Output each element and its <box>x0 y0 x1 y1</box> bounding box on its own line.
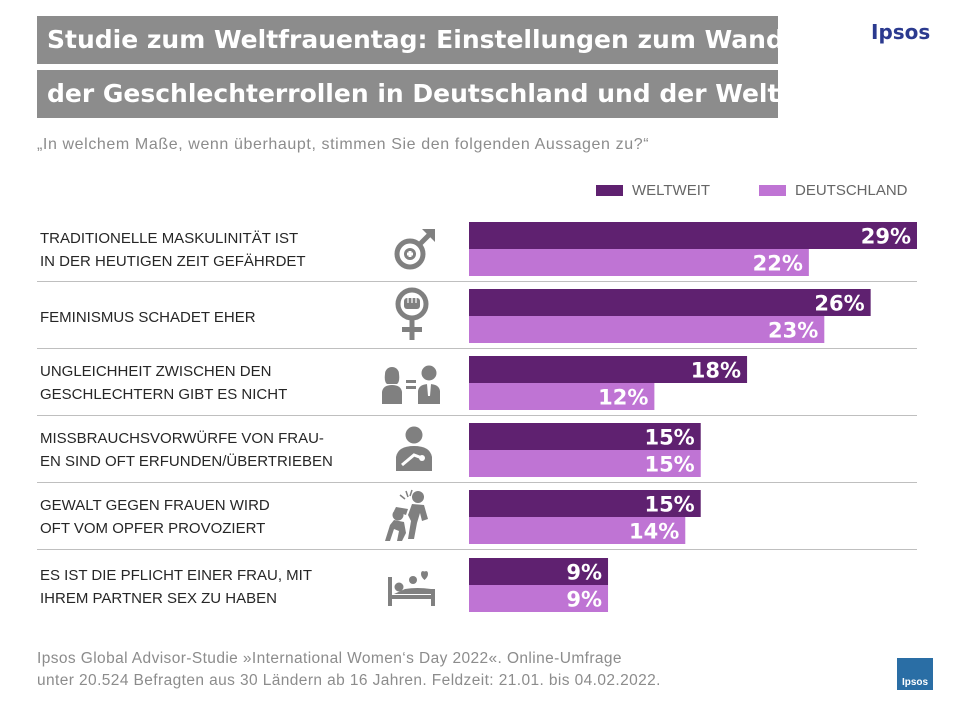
category-label-line: MISSBRAUCHSVORWÜRFE VON FRAU- <box>40 430 324 447</box>
row-divider <box>37 348 917 349</box>
data-label-weltweit-2: 26% <box>814 292 864 316</box>
category-label-line: EN SIND OFT ERFUNDEN/ÜBERTRIEBEN <box>40 453 333 470</box>
bar-weltweit-1 <box>469 222 917 249</box>
legend-label-weltweit: WELTWEIT <box>632 181 711 199</box>
survey-question: „In welchem Maße, wenn überhaupt, stimme… <box>37 136 650 153</box>
male-symbol-icon <box>394 229 435 270</box>
category-label-line: FEMINISMUS SCHADET EHER <box>40 309 256 326</box>
category-label-violence: GEWALT GEGEN FRAUEN WIRD OFT VOM OPFER P… <box>40 494 270 540</box>
legend-item-deutschland: DEUTSCHLAND <box>759 180 908 200</box>
data-label-deutschland-4: 15% <box>644 453 694 477</box>
bar-weltweit-2 <box>469 289 871 316</box>
footer-line: Ipsos Global Advisor-Studie »Internation… <box>37 650 622 667</box>
row-divider <box>37 415 917 416</box>
data-label-weltweit-1: 29% <box>861 225 911 249</box>
data-label-deutschland-1: 22% <box>753 252 803 276</box>
category-label-line: GEWALT GEGEN FRAUEN WIRD <box>40 497 270 514</box>
category-label-sex-duty: ES IST DIE PFLICHT EINER FRAU, MIT IHREM… <box>40 564 312 610</box>
data-label-weltweit-3: 18% <box>691 359 741 383</box>
category-label-abuse-allegations: MISSBRAUCHSVORWÜRFE VON FRAU- EN SIND OF… <box>40 427 333 473</box>
bar-deutschland-4 <box>469 450 701 477</box>
ipsos-brand-text: Ipsos <box>871 20 931 44</box>
bar-weltweit-3 <box>469 356 748 383</box>
row-divider <box>37 281 917 282</box>
ipsos-logo-text: Ipsos <box>901 677 929 688</box>
data-label-weltweit-6: 9% <box>566 561 602 585</box>
bar-deutschland-5 <box>469 517 686 544</box>
data-label-weltweit-4: 15% <box>644 426 694 450</box>
data-label-deutschland-3: 12% <box>598 386 648 410</box>
title-line-2: der Geschlechterrollen in Deutschland un… <box>37 70 779 118</box>
gender-equality-icon <box>382 365 440 404</box>
bar-deutschland-1 <box>469 249 809 276</box>
bar-weltweit-6 <box>469 558 609 585</box>
harassment-icon <box>396 426 432 471</box>
title-line-1: Studie zum Weltfrauentag: Einstellungen … <box>37 16 809 64</box>
legend-swatch-weltweit <box>596 184 623 196</box>
data-label-deutschland-5: 14% <box>629 520 679 544</box>
legend-item-weltweit: WELTWEIT <box>596 180 710 200</box>
violence-icon <box>385 489 428 541</box>
category-label-line: ES IST DIE PFLICHT EINER FRAU, MIT <box>40 567 312 584</box>
row-divider <box>37 549 917 550</box>
category-label-inequality: UNGLEICHHEIT ZWISCHEN DEN GESCHLECHTERN … <box>40 360 287 406</box>
bar-weltweit-4 <box>469 423 701 450</box>
category-label-feminism: FEMINISMUS SCHADET EHER <box>40 306 256 329</box>
category-label-line: UNGLEICHHEIT ZWISCHEN DEN <box>40 363 272 380</box>
legend-swatch-deutschland <box>759 184 786 196</box>
data-label-deutschland-6: 9% <box>566 588 602 612</box>
bar-deutschland-2 <box>469 316 825 343</box>
ipsos-logo: Ipsos <box>897 658 933 690</box>
data-label-weltweit-5: 15% <box>644 493 694 517</box>
category-label-line: OFT VOM OPFER PROVOZIERT <box>40 520 266 537</box>
bar-deutschland-3 <box>469 383 655 410</box>
footer-source-note: Ipsos Global Advisor-Studie »Internation… <box>37 648 661 692</box>
bar-deutschland-6 <box>469 585 609 612</box>
category-label-line: IHREM PARTNER SEX ZU HABEN <box>40 590 277 607</box>
category-label-line: GESCHLECHTERN GIBT ES NICHT <box>40 386 288 403</box>
feminist-fist-icon <box>395 287 429 340</box>
bed-heart-icon <box>388 571 435 606</box>
footer-line: unter 20.524 Befragten aus 30 Ländern ab… <box>37 672 661 689</box>
category-label-line: IN DER HEUTIGEN ZEIT GEFÄHRDET <box>40 253 306 270</box>
bar-weltweit-5 <box>469 490 701 517</box>
legend-label-deutschland: DEUTSCHLAND <box>795 181 908 199</box>
row-divider <box>37 482 917 483</box>
data-label-deutschland-2: 23% <box>768 319 818 343</box>
category-label-line: TRADITIONELLE MASKULINITÄT IST <box>40 230 299 247</box>
category-label-masculinity: TRADITIONELLE MASKULINITÄT IST IN DER HE… <box>40 227 306 273</box>
